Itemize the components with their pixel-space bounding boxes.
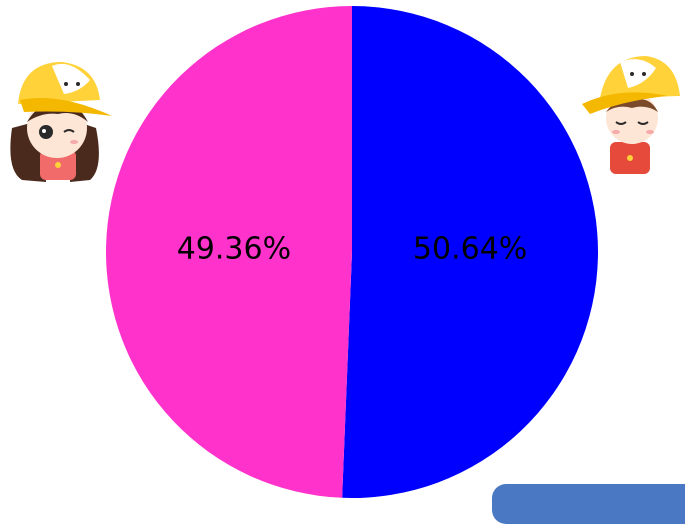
pie-slice-label-1: 49.36% <box>177 232 291 267</box>
pie-slice-0 <box>342 6 598 498</box>
pie-chart: 50.64% 49.36% <box>10 6 680 498</box>
pie-slices <box>105 6 598 498</box>
pie-slice-label-0: 50.64% <box>413 232 527 267</box>
pie-slice-1 <box>105 6 352 498</box>
pie-labels: 50.64% 49.36% <box>177 232 528 267</box>
cartoon-girl-cap-winking-icon <box>10 62 112 182</box>
blue-rounded-pill <box>492 484 685 524</box>
cartoon-boy-cap-blushing-icon <box>582 56 680 174</box>
